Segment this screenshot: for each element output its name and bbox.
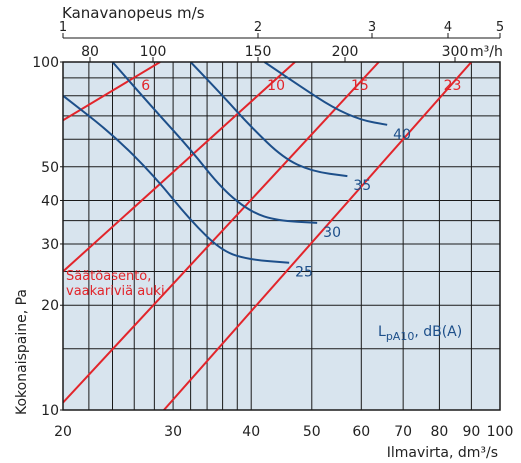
x-axis-label: Ilmavirta, dm³/s — [387, 445, 498, 461]
x-tick-label: 60 — [352, 424, 370, 440]
m3h-tick-label: 150 — [245, 44, 272, 60]
x-tick-label: 90 — [462, 424, 480, 440]
x-tick-label: 30 — [164, 424, 182, 440]
y-tick-label: 100 — [32, 55, 59, 71]
plot-background — [63, 62, 500, 410]
m3h-tick-label: 80 — [81, 44, 99, 60]
sound-curve-25 — [63, 94, 290, 264]
x-tick-label: 20 — [54, 424, 72, 440]
damper-line-6 — [63, 62, 161, 122]
y-axis-label: Kokonaispaine, Pa — [14, 289, 30, 415]
damper-label-10: 10 — [267, 78, 285, 94]
sound-level-label: LpA10, dB(A) — [378, 324, 462, 343]
velocity-tick-label: 1 — [59, 20, 67, 35]
sound-label-25: 25 — [295, 265, 313, 281]
sound-series: 25 30 35 40 — [63, 62, 411, 281]
damper-line-10 — [63, 62, 296, 273]
y-tick-label: 40 — [41, 193, 59, 209]
m3h-tick-label: 100 — [140, 44, 167, 60]
plot-border — [62, 61, 501, 411]
velocity-tick-label: 5 — [496, 20, 504, 35]
sound-label-30: 30 — [323, 225, 341, 241]
y-tick-label: 10 — [41, 403, 59, 419]
sound-curve-40 — [263, 62, 388, 126]
m3h-tick-label: 200 — [332, 44, 359, 60]
x-tick-label: 70 — [394, 424, 412, 440]
damper-series: 6 10 15 23 — [63, 62, 473, 410]
damper-line-23 — [163, 62, 473, 410]
damper-annotation: Säätöasento, vaakariviä auki — [66, 269, 165, 299]
velocity-tick-label: 2 — [254, 20, 262, 35]
sound-label-40: 40 — [393, 127, 411, 143]
velocity-tick-label: 4 — [444, 20, 452, 35]
x-tick-label: 100 — [487, 424, 514, 440]
x-tick-label: 80 — [430, 424, 448, 440]
top-axes: Kanavanopeus m/s m³/h 1 2 3 4 5 80 100 150 200 30… — [59, 4, 504, 62]
m3h-axis-unit: m³/h — [470, 44, 503, 60]
sound-curve-30 — [111, 62, 318, 224]
velocity-tick-label: 3 — [368, 20, 376, 35]
velocity-axis-title: Kanavanopeus m/s — [62, 4, 205, 22]
sound-curve-35 — [189, 62, 348, 178]
m3h-tick-label: 300 — [442, 44, 469, 60]
y-tick-label: 20 — [41, 298, 59, 314]
damper-label-23: 23 — [444, 78, 462, 94]
damper-label-6: 6 — [141, 78, 150, 94]
damper-label-15: 15 — [351, 78, 369, 94]
axis-ticks: 20 30 40 50 60 70 80 90 100 10 20 30 40 50 100 — [32, 55, 513, 440]
sound-label-35: 35 — [353, 178, 371, 194]
x-tick-label: 50 — [303, 424, 321, 440]
damper-line-15 — [63, 62, 380, 404]
x-tick-label: 40 — [242, 424, 260, 440]
y-tick-label: 50 — [41, 160, 59, 176]
y-tick-label: 30 — [41, 237, 59, 253]
